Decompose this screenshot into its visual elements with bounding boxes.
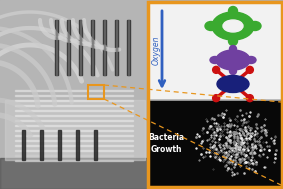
- Bar: [15, 135, 133, 136]
- Bar: [149, 101, 281, 187]
- Bar: [127, 20, 130, 75]
- Ellipse shape: [217, 75, 249, 92]
- Bar: [22, 130, 25, 160]
- Bar: [0, 0, 148, 189]
- Ellipse shape: [205, 22, 217, 30]
- Ellipse shape: [246, 57, 256, 64]
- Circle shape: [246, 95, 253, 102]
- Ellipse shape: [210, 57, 220, 64]
- Bar: [0, 158, 148, 189]
- Ellipse shape: [216, 50, 250, 70]
- Ellipse shape: [228, 6, 237, 15]
- Bar: [149, 3, 281, 98]
- Bar: [15, 95, 133, 96]
- Bar: [76, 130, 79, 160]
- Text: Bacteria
Growth: Bacteria Growth: [148, 133, 184, 153]
- Circle shape: [213, 95, 220, 102]
- Bar: [67, 20, 70, 75]
- Ellipse shape: [212, 12, 254, 40]
- Bar: [15, 160, 133, 161]
- Bar: [5, 100, 145, 160]
- Ellipse shape: [249, 22, 261, 30]
- Bar: [115, 20, 117, 75]
- Bar: [15, 90, 133, 91]
- Ellipse shape: [228, 36, 237, 46]
- Ellipse shape: [230, 67, 237, 74]
- Bar: [91, 20, 93, 75]
- Bar: [15, 145, 133, 146]
- Bar: [15, 110, 133, 111]
- Ellipse shape: [230, 46, 237, 53]
- Bar: [15, 115, 133, 116]
- Bar: [15, 125, 133, 126]
- Bar: [148, 2, 282, 187]
- Bar: [40, 130, 43, 160]
- Bar: [55, 20, 57, 75]
- Bar: [15, 140, 133, 141]
- Bar: [15, 100, 133, 101]
- Ellipse shape: [223, 20, 243, 32]
- Bar: [103, 20, 106, 75]
- Bar: [15, 130, 133, 131]
- Bar: [15, 105, 133, 106]
- Bar: [94, 130, 97, 160]
- Bar: [15, 155, 133, 156]
- Bar: [88, 85, 104, 99]
- Bar: [55, 20, 58, 75]
- Bar: [15, 120, 133, 121]
- Circle shape: [246, 66, 253, 73]
- Bar: [58, 130, 61, 160]
- Bar: [15, 150, 133, 151]
- Text: Oxygen: Oxygen: [151, 35, 160, 65]
- Circle shape: [213, 66, 220, 73]
- Bar: [79, 20, 82, 75]
- Bar: [5, 155, 145, 160]
- Bar: [91, 20, 94, 75]
- Bar: [115, 20, 118, 75]
